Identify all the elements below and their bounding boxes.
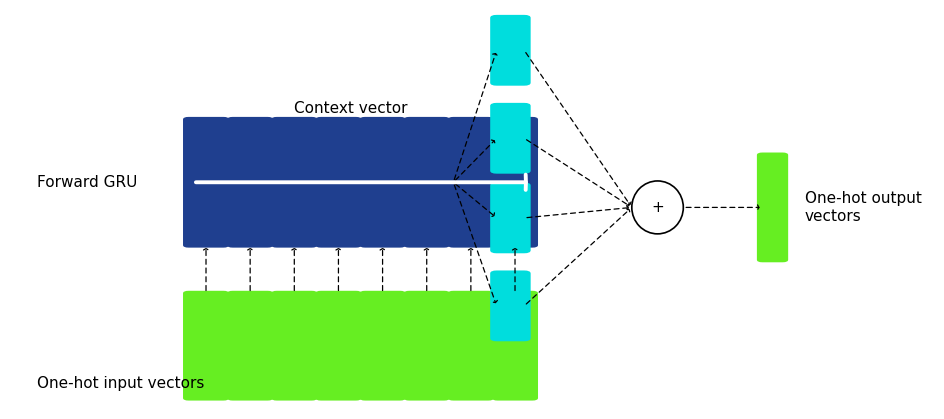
FancyBboxPatch shape xyxy=(447,291,494,401)
FancyBboxPatch shape xyxy=(403,291,449,401)
FancyBboxPatch shape xyxy=(227,291,273,401)
FancyBboxPatch shape xyxy=(447,117,494,248)
FancyBboxPatch shape xyxy=(315,117,361,248)
FancyBboxPatch shape xyxy=(183,117,228,248)
Text: Context vector: Context vector xyxy=(294,101,408,116)
FancyBboxPatch shape xyxy=(271,291,317,401)
Ellipse shape xyxy=(632,181,683,234)
FancyBboxPatch shape xyxy=(271,117,317,248)
FancyBboxPatch shape xyxy=(360,117,405,248)
FancyBboxPatch shape xyxy=(756,153,787,262)
FancyBboxPatch shape xyxy=(492,117,537,248)
FancyBboxPatch shape xyxy=(490,15,531,85)
FancyBboxPatch shape xyxy=(490,271,531,341)
FancyBboxPatch shape xyxy=(492,291,537,401)
Text: One-hot output
vectors: One-hot output vectors xyxy=(804,191,920,224)
Text: Forward GRU: Forward GRU xyxy=(37,175,137,190)
FancyBboxPatch shape xyxy=(227,117,273,248)
FancyBboxPatch shape xyxy=(315,291,361,401)
FancyBboxPatch shape xyxy=(183,291,228,401)
FancyBboxPatch shape xyxy=(403,117,449,248)
Text: One-hot input vectors: One-hot input vectors xyxy=(37,376,204,391)
FancyBboxPatch shape xyxy=(360,291,405,401)
FancyBboxPatch shape xyxy=(490,183,531,253)
FancyBboxPatch shape xyxy=(490,103,531,173)
Text: +: + xyxy=(650,200,664,215)
